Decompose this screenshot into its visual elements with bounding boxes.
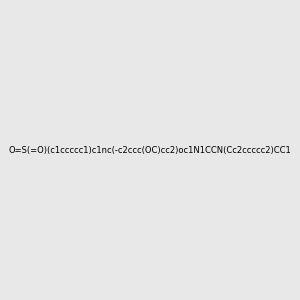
Text: O=S(=O)(c1ccccc1)c1nc(-c2ccc(OC)cc2)oc1N1CCN(Cc2ccccc2)CC1: O=S(=O)(c1ccccc1)c1nc(-c2ccc(OC)cc2)oc1N… — [9, 146, 291, 154]
